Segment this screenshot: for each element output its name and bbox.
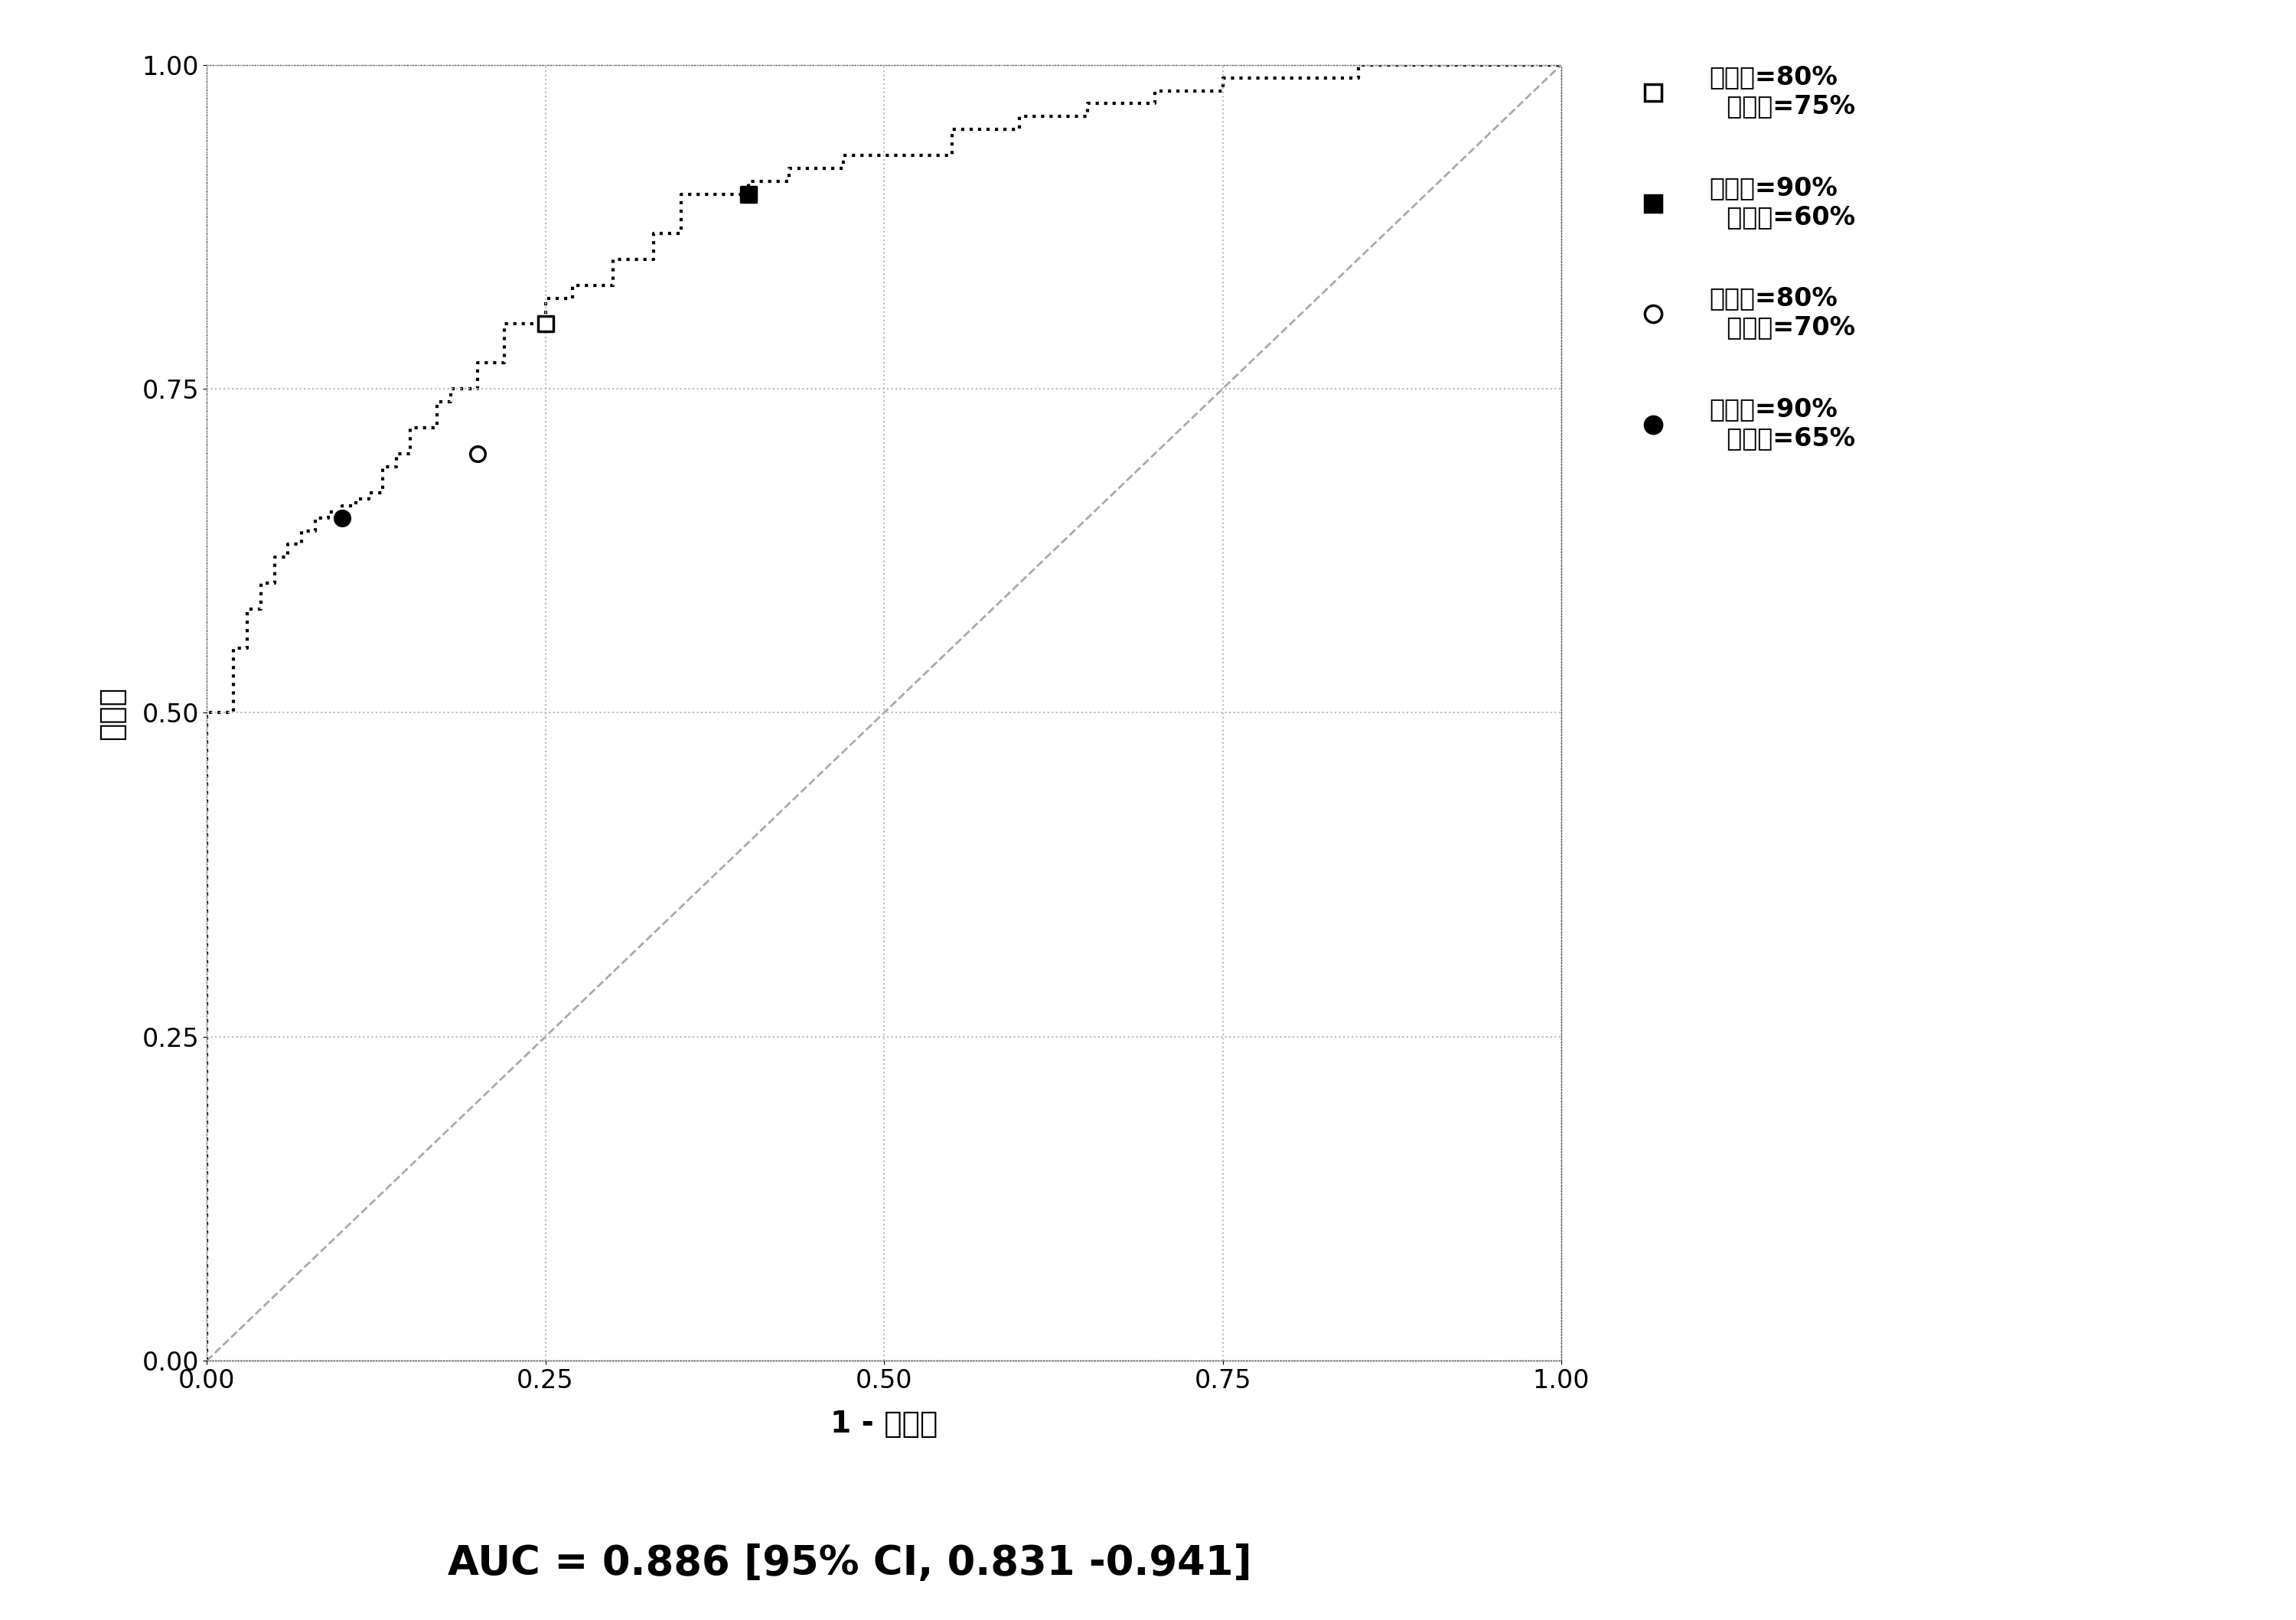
Legend: 灵敏度=80%
  特异性=75%, 灵敏度=90%
  特异性=60%, 特异性=80%
  灵敏度=70%, 特异性=90%
  灵敏度=65%: 灵敏度=80% 特异性=75%, 灵敏度=90% 特异性=60%, 特异性=80…	[1614, 52, 1869, 463]
Point	[730, 181, 767, 207]
Point	[324, 505, 360, 531]
Text: AUC = 0.886 [95% CI, 0.831 -0.941]: AUC = 0.886 [95% CI, 0.831 -0.941]	[448, 1544, 1251, 1583]
X-axis label: 1 - 特异性: 1 - 特异性	[831, 1409, 937, 1439]
Y-axis label: 灵敏度: 灵敏度	[96, 685, 126, 740]
Point	[526, 311, 565, 337]
Point	[459, 441, 496, 467]
